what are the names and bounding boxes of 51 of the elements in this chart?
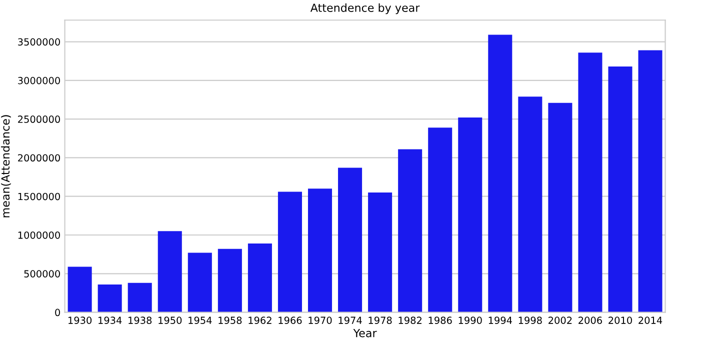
x-tick-label: 1974: [338, 316, 362, 324]
y-tick-label: 3500000: [18, 38, 60, 46]
x-tick-label: 1930: [68, 316, 92, 324]
x-tick-label: 1966: [278, 316, 302, 324]
x-tick-label: 1962: [248, 316, 272, 324]
x-tick-label: 2014: [638, 316, 662, 324]
bar: [488, 34, 512, 312]
x-tick-label: 1982: [398, 316, 422, 324]
bar: [518, 96, 542, 312]
x-tick-label: 1994: [488, 316, 512, 324]
x-tick-label: 1938: [128, 316, 152, 324]
bar: [398, 149, 422, 312]
bar: [578, 52, 602, 312]
bar: [338, 168, 362, 312]
x-tick-label: 1934: [98, 316, 122, 324]
bar: [68, 266, 92, 312]
y-tick-label: 1000000: [18, 231, 60, 239]
x-tick-label: 1954: [188, 316, 212, 324]
x-tick-label: 2006: [578, 316, 602, 324]
y-tick-label: 3000000: [18, 76, 60, 84]
bar: [548, 102, 572, 312]
x-tick-label: 1970: [308, 316, 332, 324]
x-tick-label: 1978: [368, 316, 392, 324]
y-tick-label: 1500000: [18, 192, 60, 200]
bar: [638, 50, 662, 312]
bar: [308, 188, 332, 312]
x-tick-label: 1986: [428, 316, 452, 324]
x-tick-label: 1950: [158, 316, 182, 324]
x-axis-title: Year: [353, 328, 377, 338]
x-tick-label: 1990: [458, 316, 482, 324]
bar: [608, 66, 632, 312]
bar: [278, 192, 302, 312]
y-tick-label: 2500000: [18, 116, 60, 123]
x-tick-label: 2010: [608, 316, 632, 324]
bar: [458, 118, 482, 312]
y-tick-label: 500000: [24, 270, 60, 278]
x-tick-label: 1958: [218, 316, 242, 324]
bar: [218, 248, 242, 312]
bar: [368, 192, 392, 312]
bar: [158, 231, 182, 312]
bar: [128, 282, 152, 312]
bar: [248, 244, 272, 312]
x-tick-label: 1998: [518, 316, 542, 324]
y-tick-label: 0: [55, 308, 60, 316]
bar: [188, 252, 212, 312]
bar: [98, 284, 122, 312]
y-axis-title: mean(Attendance): [1, 115, 11, 218]
x-tick-label: 2002: [548, 316, 572, 324]
y-tick-label: 2000000: [18, 154, 60, 162]
bar: [428, 128, 452, 312]
chart-title: Attendence by year: [310, 3, 420, 14]
